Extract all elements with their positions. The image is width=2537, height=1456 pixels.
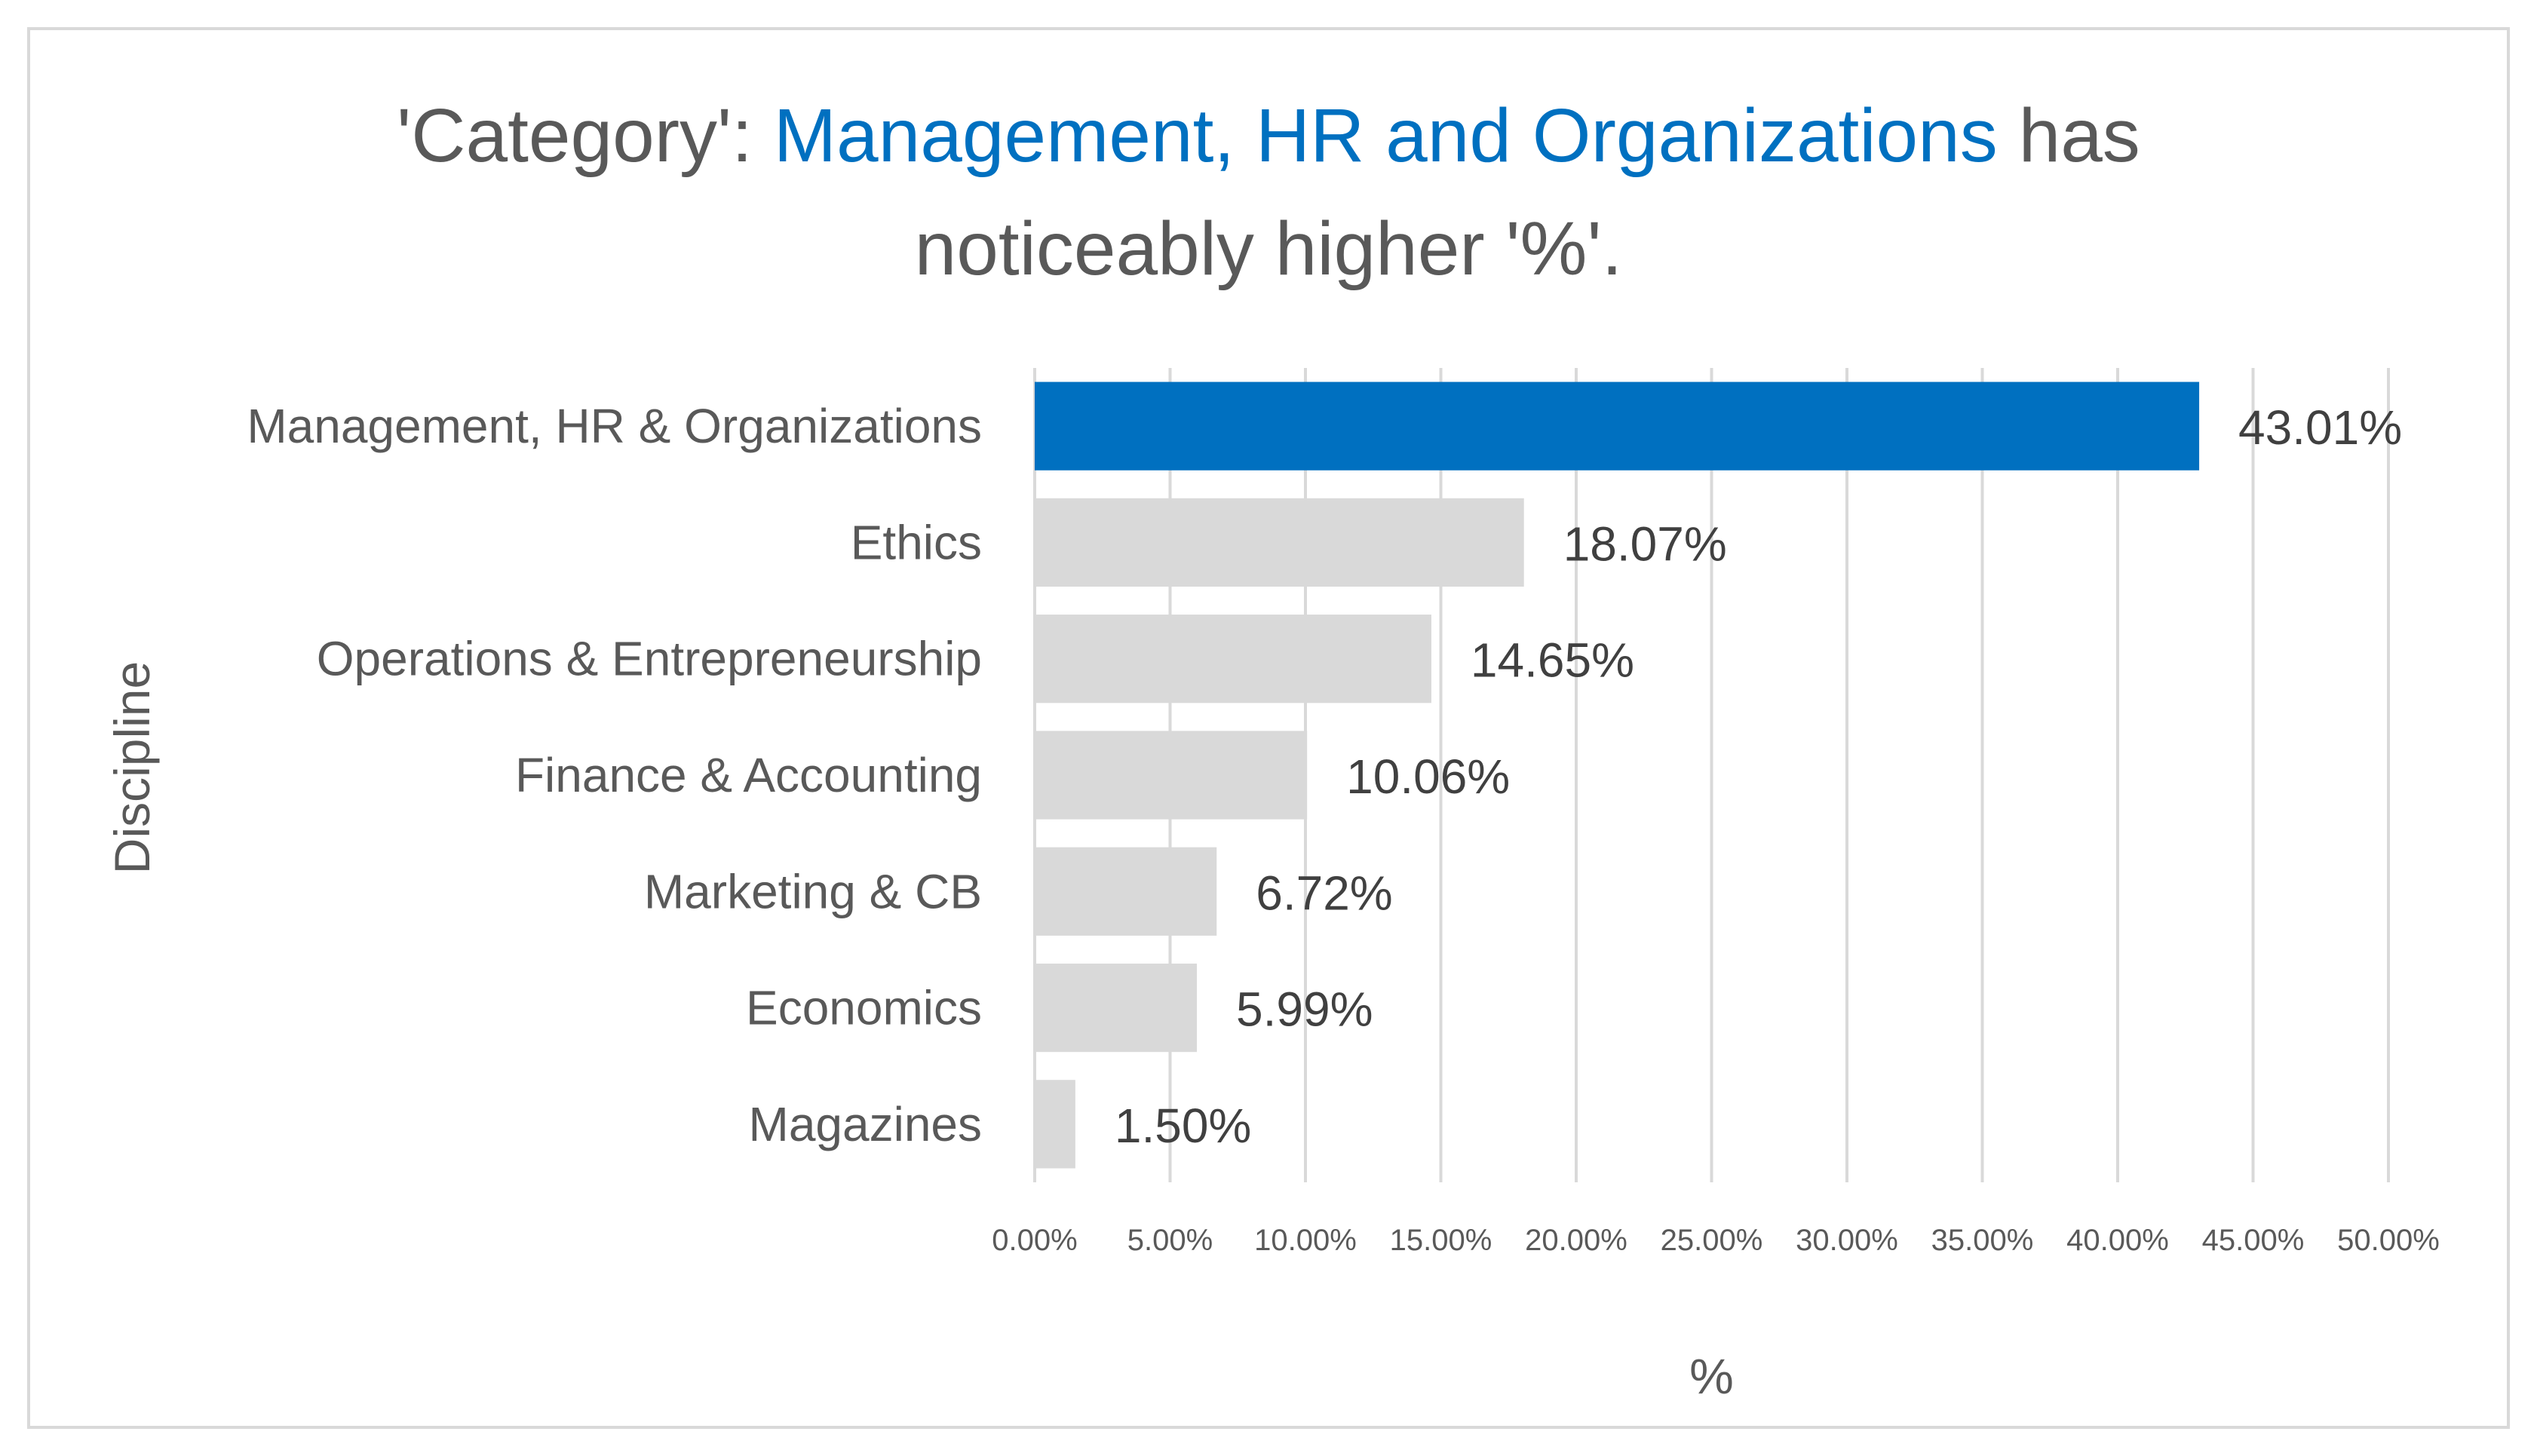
chart-title-prefix: 'Category': (397, 93, 774, 178)
value-label: 14.65% (1471, 633, 1634, 688)
bar (1035, 1080, 1075, 1169)
bar (1035, 382, 2200, 471)
x-tick-label: 20.00% (1525, 1224, 1627, 1257)
category-label: Marketing & CB (644, 864, 982, 918)
value-label: 18.07% (1563, 516, 1727, 571)
bar (1035, 731, 1308, 820)
bar (1035, 847, 1217, 936)
y-axis-title: Discipline (104, 661, 160, 874)
chart-title-line2: noticeably higher '%'. (914, 207, 1623, 291)
chart-frame (27, 27, 2510, 1429)
value-label: 1.50% (1115, 1099, 1251, 1153)
x-tick-label: 5.00% (1127, 1224, 1213, 1257)
x-tick-label: 35.00% (1931, 1224, 2034, 1257)
chart-title: 'Category': Management, HR and Organizat… (0, 79, 2537, 305)
category-label: Operations & Entrepreneurship (317, 632, 982, 686)
value-label: 10.06% (1346, 749, 1510, 804)
x-tick-label: 40.00% (2066, 1224, 2169, 1257)
x-tick-label: 25.00% (1661, 1224, 1763, 1257)
category-label: Finance & Accounting (515, 748, 982, 802)
labels: 0.00% 5.00% 10.00% 15.00% 20.00% 25.00% 30.00%… (247, 399, 2440, 1257)
x-tick-label: 30.00% (1796, 1224, 1898, 1257)
bar (1035, 963, 1198, 1053)
value-label: 6.72% (1256, 866, 1392, 920)
bar (1035, 498, 1524, 587)
chart-title-suffix: has (1997, 93, 2140, 178)
bars (1035, 382, 2200, 1169)
category-label: Economics (746, 981, 982, 1035)
x-tick-label: 10.00% (1254, 1224, 1357, 1257)
x-tick-label: 50.00% (2337, 1224, 2440, 1257)
chart-title-highlight: Management, HR and Organizations (773, 93, 1998, 178)
bar (1035, 615, 1431, 703)
value-label: 5.99% (1236, 982, 1373, 1037)
value-label: 43.01% (2238, 400, 2402, 455)
category-label: Ethics (851, 515, 982, 569)
x-tick-label: 0.00% (992, 1224, 1077, 1257)
x-tick-label: 15.00% (1390, 1224, 1492, 1257)
category-label: Management, HR & Organizations (247, 399, 982, 453)
category-label: Magazines (749, 1097, 983, 1151)
x-tick-label: 45.00% (2202, 1224, 2305, 1257)
x-axis-title: % (1689, 1348, 1734, 1404)
